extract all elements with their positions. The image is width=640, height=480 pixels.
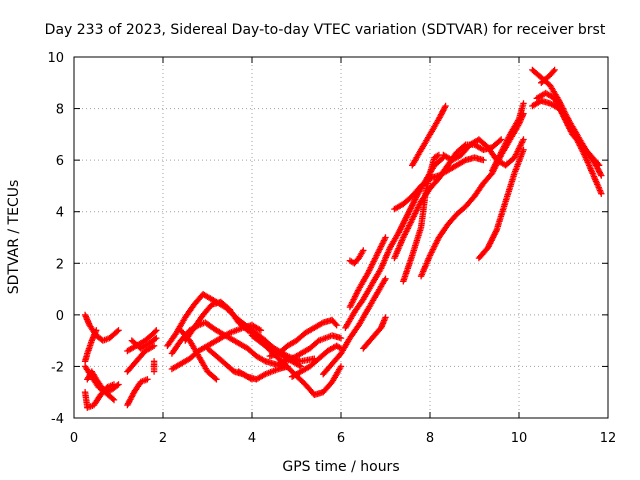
series-track-22 (320, 275, 389, 378)
plus-markers (529, 97, 605, 179)
y-tick-label: -4 (51, 412, 64, 427)
series-track-25 (346, 247, 367, 267)
series-track-10 (150, 358, 158, 375)
series-track-26 (360, 314, 389, 352)
y-tick-labels: -4 -2 0 2 4 6 8 10 (47, 51, 64, 427)
x-tick-label: 12 (600, 431, 617, 446)
chart-title: Day 233 of 2023, Sidereal Day-to-day VTE… (45, 22, 606, 38)
series-track-37 (529, 97, 605, 179)
plus-markers (529, 66, 605, 197)
plus-markers (400, 151, 443, 285)
series-track-38 (538, 66, 558, 86)
y-tick-label: 4 (56, 206, 64, 221)
x-axis-label: GPS time / hours (282, 459, 399, 475)
series-track-04 (81, 327, 100, 365)
y-tick-label: 8 (56, 103, 64, 118)
plus-markers (346, 234, 389, 311)
x-tick-label: 0 (70, 431, 78, 446)
plus-markers (266, 316, 340, 360)
x-tick-label: 2 (159, 431, 167, 446)
plus-markers (124, 376, 151, 409)
x-tick-label: 10 (511, 431, 528, 446)
series-track-32 (440, 136, 527, 169)
plus-markers (440, 136, 527, 169)
series-track-29 (400, 151, 443, 285)
plus-markers (168, 322, 265, 373)
series-track-36 (529, 66, 605, 197)
series-track-06 (124, 376, 151, 409)
series-track-01 (81, 311, 122, 344)
series-track-30 (409, 102, 449, 169)
series-track-08 (124, 342, 158, 375)
plus-markers (275, 332, 345, 368)
y-tick-label: 2 (56, 257, 64, 272)
plus-markers (489, 100, 527, 174)
plot-area (81, 66, 605, 411)
plus-markers (475, 146, 527, 262)
series-track-33 (489, 100, 527, 174)
plus-markers (177, 327, 220, 383)
series-track-05 (84, 368, 118, 404)
plus-markers (320, 275, 389, 378)
y-tick-label: 6 (56, 154, 64, 169)
plus-markers (81, 327, 100, 365)
plus-markers (538, 66, 558, 86)
x-tick-label: 6 (337, 431, 345, 446)
plus-markers (235, 363, 291, 383)
series-track-14 (177, 327, 220, 383)
series-track-21 (288, 342, 345, 380)
plus-markers (84, 368, 118, 404)
y-tick-label: -2 (51, 360, 64, 375)
plus-markers (81, 311, 122, 344)
y-tick-label: 0 (56, 309, 64, 324)
y-axis-label: SDTVAR / TECUs (6, 180, 22, 295)
plus-markers (288, 342, 345, 380)
plus-markers (150, 358, 158, 375)
plus-markers (346, 247, 367, 267)
x-tick-labels: 0 2 4 6 8 10 12 (70, 431, 616, 446)
series-track-17 (235, 363, 291, 383)
series-track-19 (266, 316, 340, 360)
y-tick-label: 10 (47, 51, 64, 66)
series-track-20 (275, 332, 345, 368)
series-track-34 (475, 146, 527, 262)
series-track-13 (168, 322, 265, 373)
series-track-24 (346, 234, 389, 311)
series-track-09 (128, 334, 160, 352)
plot-frame (73, 56, 609, 419)
plus-markers (124, 342, 158, 375)
plus-markers (128, 334, 160, 352)
x-tick-label: 4 (248, 431, 256, 446)
plus-markers (409, 102, 449, 169)
x-tick-label: 8 (426, 431, 434, 446)
plus-markers (360, 314, 389, 352)
